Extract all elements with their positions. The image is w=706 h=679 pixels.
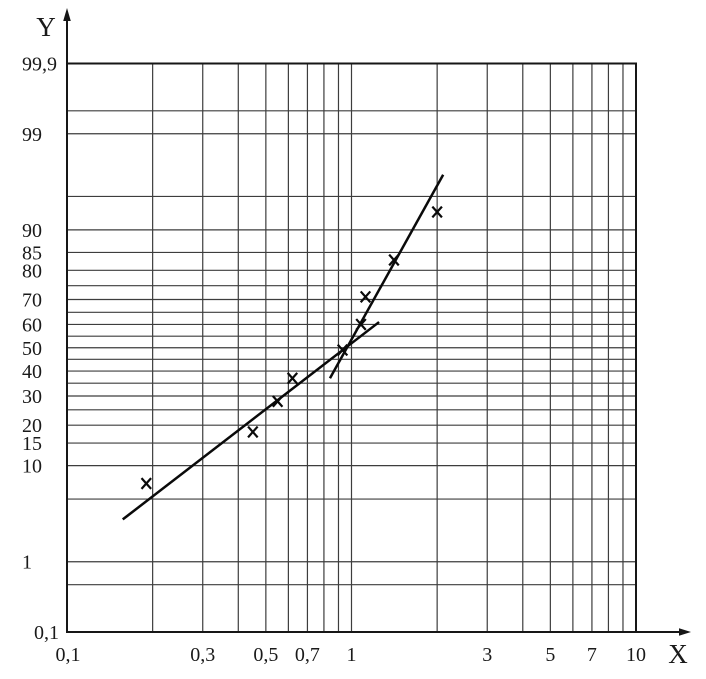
x-axis-label: X	[668, 639, 688, 669]
y-axis-arrow-icon	[63, 8, 71, 21]
y-tick-label: 10	[22, 456, 42, 478]
data-point-marker	[272, 395, 284, 408]
y-tick-label: 40	[22, 361, 42, 383]
x-tick-label: 7	[587, 644, 597, 666]
y-tick-label: 30	[22, 386, 42, 408]
y-tick-label: 0,1	[34, 622, 59, 644]
marker-stroke	[355, 318, 367, 331]
x-tick-label: 3	[482, 644, 492, 666]
data-point-marker	[388, 253, 400, 267]
y-tick-label: 50	[22, 338, 42, 360]
y-tick-label: 70	[22, 290, 42, 312]
marker-stroke	[286, 372, 299, 385]
y-tick-label: 85	[22, 242, 42, 264]
y-tick-label: 90	[22, 220, 42, 242]
marker-stroke	[359, 290, 372, 303]
x-axis-arrow-icon	[679, 628, 691, 636]
data-point-marker	[359, 290, 372, 303]
marker-stroke	[140, 477, 152, 490]
data-point-marker	[140, 477, 152, 490]
y-tick-label: 15	[22, 433, 42, 455]
marker-stroke	[272, 395, 284, 408]
x-tick-label: 0,1	[56, 644, 81, 666]
fit-line-lower-branch-fit	[121, 321, 380, 521]
marker-stroke	[247, 425, 259, 439]
axes	[63, 8, 691, 636]
y-axis-label: Y	[36, 12, 56, 42]
y-tick-label: 80	[22, 260, 42, 282]
x-tick-label: 0,7	[295, 644, 320, 666]
data-point-marker	[336, 343, 349, 357]
marker-stroke	[431, 205, 443, 219]
fit-lines	[121, 174, 445, 521]
fit-line-upper-branch-fit	[328, 174, 445, 379]
marker-stroke	[336, 343, 349, 357]
y-tick-label: 1	[22, 552, 32, 574]
data-point-marker	[247, 425, 259, 439]
x-tick-labels: 0,1 0,3 0,5 0,7 1 3 5 7 10	[56, 644, 647, 666]
x-tick-label: 0,5	[253, 644, 278, 666]
y-tick-label: 99,9	[22, 54, 57, 76]
data-point-marker	[286, 372, 299, 385]
data-point-marker	[431, 205, 443, 219]
y-tick-label: 99	[22, 124, 42, 146]
data-point-marker	[355, 318, 367, 331]
marker-stroke	[388, 253, 400, 267]
x-tick-label: 10	[626, 644, 646, 666]
x-tick-label: 1	[347, 644, 357, 666]
y-tick-label: 20	[22, 415, 42, 437]
data-points	[140, 205, 443, 490]
x-tick-label: 5	[545, 644, 555, 666]
x-gridlines	[66, 63, 637, 632]
x-tick-label: 0,3	[190, 644, 215, 666]
y-tick-label: 60	[22, 314, 42, 336]
